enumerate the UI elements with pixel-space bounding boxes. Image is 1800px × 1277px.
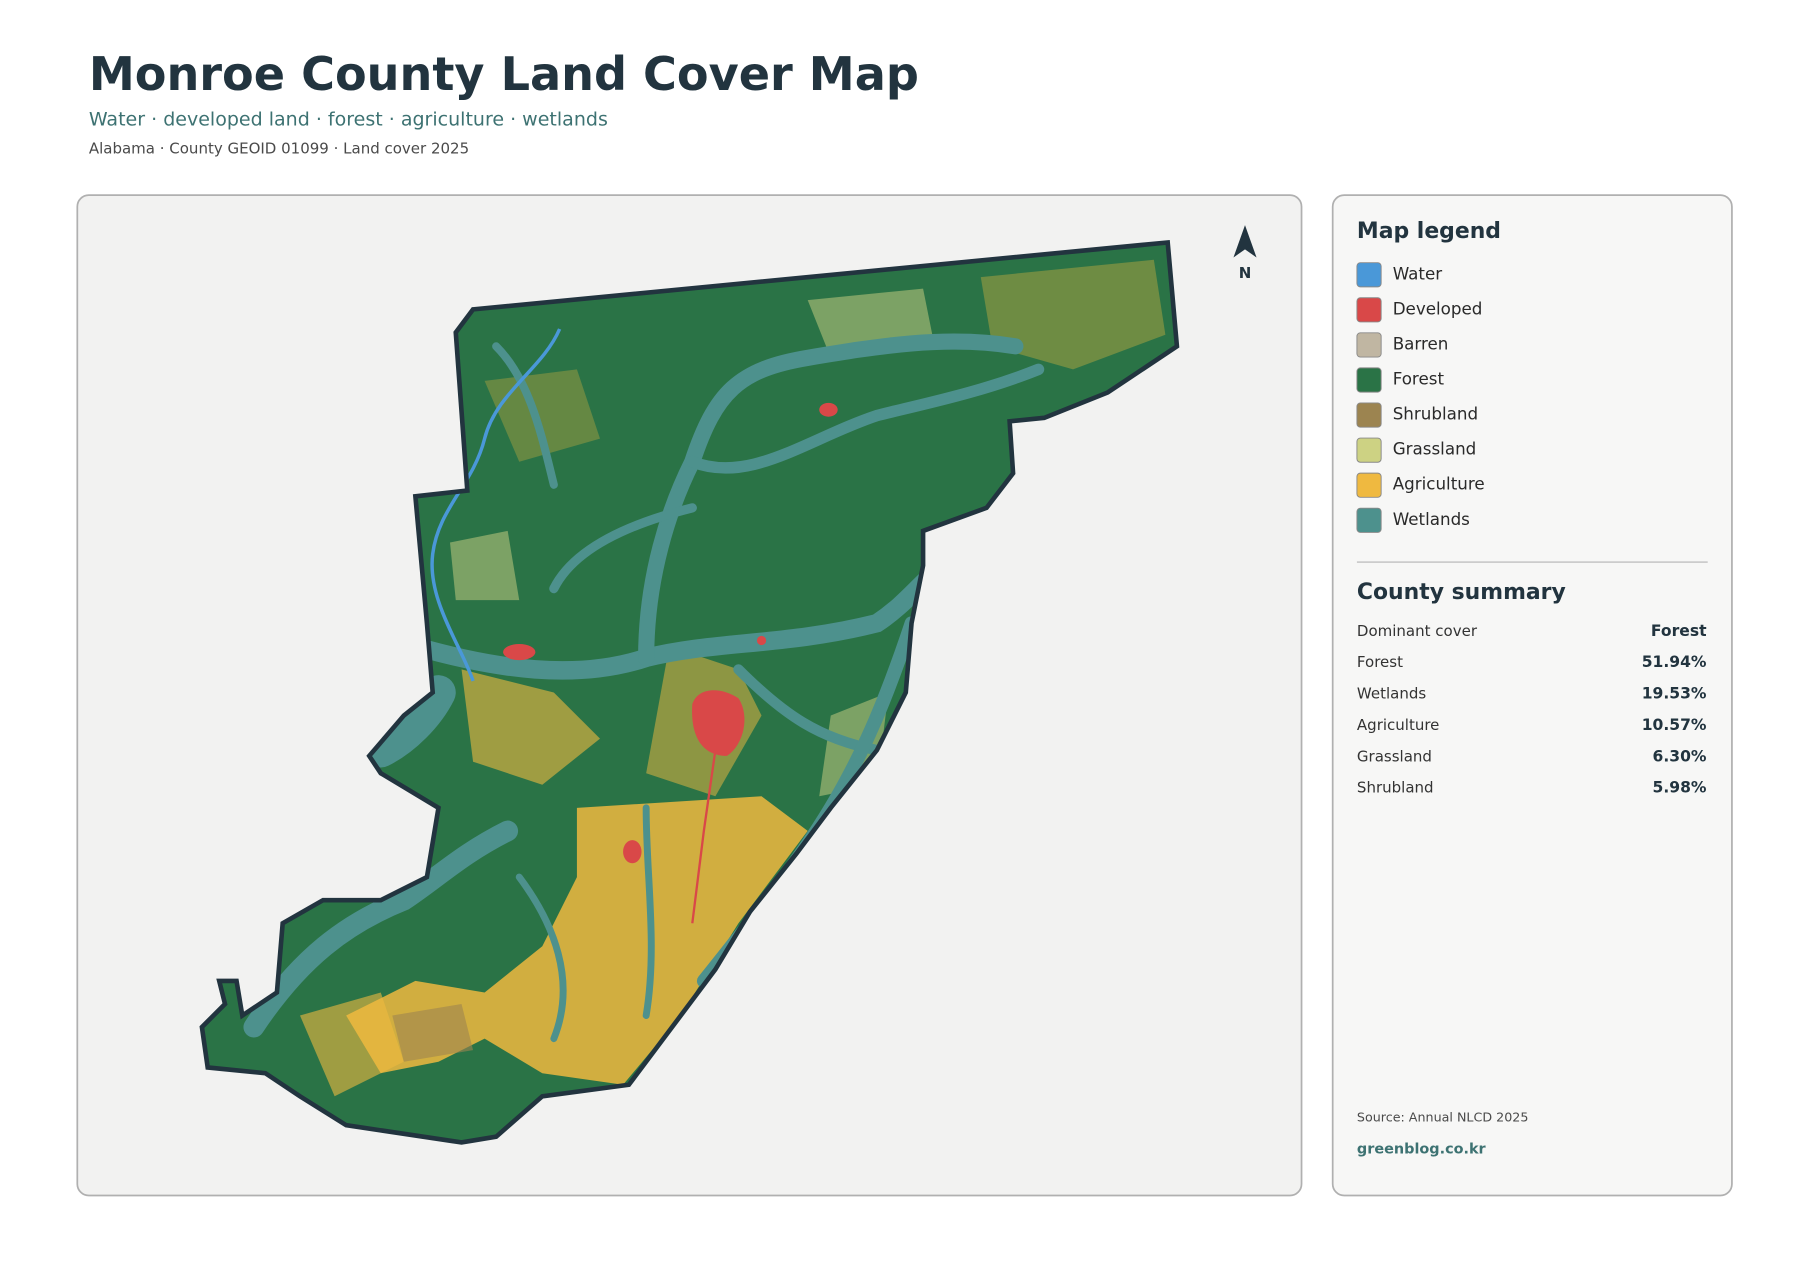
legend-swatch xyxy=(1356,507,1382,533)
summary-title: County summary xyxy=(1357,580,1566,605)
legend-swatch xyxy=(1356,332,1382,358)
summary-label: Forest xyxy=(1357,653,1403,671)
legend-label: Shrubland xyxy=(1393,404,1478,424)
site: greenblog.co.kr xyxy=(1357,1141,1487,1157)
developed-areas xyxy=(503,402,838,924)
legend-swatch xyxy=(1356,262,1382,288)
legend-label: Wetlands xyxy=(1393,509,1470,529)
legend-label: Forest xyxy=(1393,369,1445,389)
summary-label: Shrubland xyxy=(1357,779,1434,797)
summary-value: 6.30% xyxy=(1653,747,1707,765)
summary-value: 5.98% xyxy=(1653,779,1707,797)
summary-value: 19.53% xyxy=(1642,685,1707,703)
north-arrow xyxy=(1233,225,1257,258)
legend-swatch xyxy=(1356,367,1382,393)
legend-label: Water xyxy=(1393,263,1443,283)
north-label: N xyxy=(1239,264,1252,282)
legend-swatch xyxy=(1356,437,1382,463)
legend-swatch xyxy=(1356,297,1382,323)
summary-value: 51.94% xyxy=(1642,653,1707,671)
summary-label: Agriculture xyxy=(1357,716,1440,734)
legend-label: Grassland xyxy=(1393,439,1477,459)
legend-title: Map legend xyxy=(1357,219,1501,244)
summary-value: 10.57% xyxy=(1642,716,1707,734)
legend-label: Barren xyxy=(1393,333,1449,353)
legend-label: Agriculture xyxy=(1393,474,1485,494)
legend-items: Water Developed Barren Forest Shrubland Grass… xyxy=(1356,262,1485,533)
legend-swatch xyxy=(1356,402,1382,428)
summary-value: Forest xyxy=(1651,622,1707,640)
summary-label: Dominant cover xyxy=(1357,622,1478,640)
meta: Alabama · County GEOID 01099 · Land cove… xyxy=(89,140,469,158)
subtitle: Water · developed land · forest · agricu… xyxy=(89,109,608,131)
legend-label: Developed xyxy=(1393,298,1483,318)
river xyxy=(430,328,562,682)
title: Monroe County Land Cover Map xyxy=(89,47,919,101)
legend-swatch xyxy=(1356,472,1382,498)
legend-panel xyxy=(1331,194,1733,1197)
summary-rows: Dominant cover Forest Forest 51.94% Wetlands… xyxy=(1357,622,1707,797)
summary-label: Wetlands xyxy=(1357,685,1426,703)
source: Source: Annual NLCD 2025 xyxy=(1357,1110,1529,1125)
summary-label: Grassland xyxy=(1357,747,1432,765)
